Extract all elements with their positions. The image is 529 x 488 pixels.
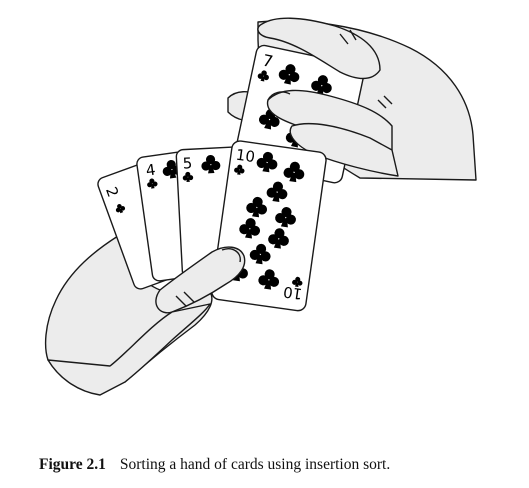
- right-crease: [377, 95, 393, 109]
- caption-label: Figure 2.1: [39, 456, 106, 473]
- left-thumb: [47, 246, 246, 396]
- left-hand-lower: [47, 303, 211, 396]
- card-7-rank: 7: [261, 51, 275, 72]
- right-finger-middle: [289, 122, 399, 177]
- right-crease: [339, 29, 357, 45]
- left-hand: [44, 235, 213, 383]
- card-10-rank: 10: [235, 146, 256, 166]
- right-nail: [267, 91, 291, 101]
- left-thumb-crease: [175, 291, 195, 307]
- card-10-rank-bottom: 10: [282, 283, 303, 303]
- right-hand-fingers: [257, 17, 399, 177]
- svg-text:10: 10: [282, 283, 303, 303]
- right-thumb: [257, 17, 381, 80]
- caption-text: Sorting a hand of cards using insertion …: [119, 456, 391, 473]
- figure-illustration: 2 4 5 7 10 10: [44, 17, 477, 396]
- figure-caption: Figure 2.1 Sorting a hand of cards using …: [39, 456, 390, 474]
- card-5-rank: 5: [182, 154, 192, 172]
- left-hand-palm: [44, 235, 213, 383]
- card-4-rank: 4: [145, 161, 157, 180]
- left-thumb-nail: [221, 248, 241, 263]
